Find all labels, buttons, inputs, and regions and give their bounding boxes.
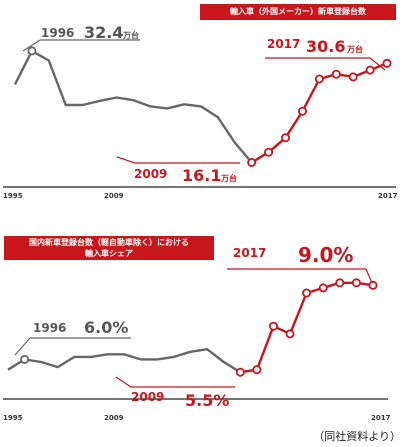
chart1-point-2012 [297, 106, 307, 116]
chart1-year-2017: 2017 [267, 37, 300, 51]
chart1-xtick-2009: 2009 [104, 192, 124, 200]
chart1-leader-1996 [22, 39, 41, 52]
chart1-point-2010 [264, 147, 274, 157]
chart1-unit-2009: 万台 [220, 173, 237, 183]
chart1-xtick-1995: 1995 [3, 192, 23, 200]
chart2-title-badge: 輸入車（外国メーカー）新車登録台数 国内新車登録台数（軽自動車除く）における 輸… [4, 236, 214, 260]
chart1-point-2016 [365, 65, 375, 75]
chart2-point-2016 [351, 278, 361, 288]
chart2-value-2017: 9.0% [298, 243, 353, 267]
chart2-leader-2009 [115, 376, 132, 388]
chart2-leader-2017 [365, 268, 373, 284]
chart2-point-2014 [318, 283, 328, 293]
chart2-leader-1996 [14, 337, 31, 356]
chart1-year-1996: 1996 [41, 26, 74, 40]
chart2-point-1996 [20, 354, 30, 364]
chart1-unit-1996: 万台 [122, 30, 139, 40]
chart2-point-2013 [302, 288, 312, 298]
source-note: （同社資料より） [313, 430, 401, 443]
chart2-point-2012 [285, 329, 295, 339]
chart2-xtick-2009: 2009 [104, 414, 124, 422]
chart2-point-2017 [368, 280, 378, 290]
chart2-point-2011 [268, 321, 278, 331]
chart1-point-2009 [247, 157, 257, 167]
chart2-value-1996: 6.0% [84, 318, 128, 337]
chart2-xtick-1995: 1995 [3, 414, 23, 422]
chart1-title: 輸入車（外国メーカー）新車登録台数 [230, 7, 366, 16]
chart2-year-2017: 2017 [233, 246, 266, 260]
chart1-value-2017: 30.6 [306, 37, 345, 56]
chart2-year-1996: 1996 [33, 321, 66, 335]
chart1-series-group [13, 46, 392, 167]
chart1-title-badge: 輸入車（外国メーカー）新車登録台数 [200, 4, 396, 20]
chart2-point-2010 [252, 365, 262, 375]
chart1-point-2013 [314, 74, 324, 84]
chart1-value-2009: 16.1 [182, 166, 221, 185]
chart2-series-line-1995-2009 [7, 348, 241, 374]
chart1-leader-2009 [116, 156, 136, 164]
chart2-title-line1-text: 国内新車登録台数（軽自動車除く）における [29, 238, 189, 247]
chart2-title-line2-text: 輸入車シェア [85, 249, 133, 258]
chart1-point-2011 [280, 133, 290, 143]
chart2-value-2009: 5.5% [185, 391, 229, 410]
chart2-series-group [7, 278, 378, 377]
chart1-point-2015 [348, 72, 358, 82]
chart1-leader-2017 [369, 57, 386, 71]
chart2-point-2015 [335, 278, 345, 288]
chart1-value-1996: 32.4 [84, 23, 123, 42]
chart1-xtick-2017: 2017 [378, 192, 398, 200]
chart1-series-line-1995-2009 [13, 49, 253, 164]
chart1-point-1996 [27, 46, 37, 56]
chart1-year-2009: 2009 [134, 167, 167, 181]
chart1-unit-2017: 万台 [346, 44, 363, 54]
chart2-point-2009 [235, 367, 245, 377]
chart2-xtick-2017: 2017 [371, 414, 391, 422]
chart1-point-2014 [331, 69, 341, 79]
chart1-point-2017 [382, 58, 392, 68]
chart2-year-2009: 2009 [131, 390, 164, 404]
